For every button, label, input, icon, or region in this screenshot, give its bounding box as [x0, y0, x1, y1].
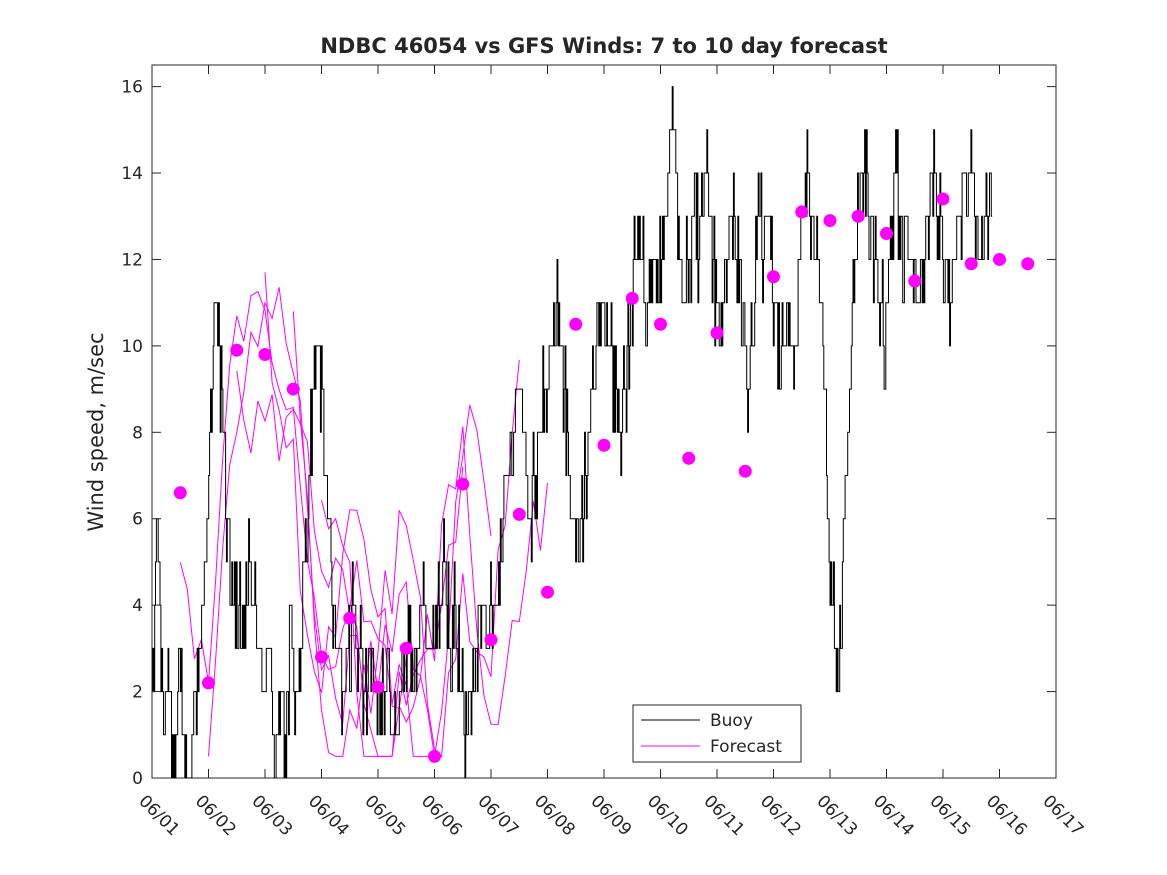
legend-box [632, 704, 802, 763]
x-tick-label: 06/07 [473, 791, 522, 840]
x-tick-label: 06/11 [699, 791, 748, 840]
forecast-marker [371, 680, 385, 694]
forecast-marker [738, 464, 752, 478]
x-tick-label: 06/12 [756, 791, 805, 840]
forecast-marker [767, 270, 780, 284]
y-axis-label: Wind speed, m/sec [84, 332, 108, 531]
x-tick-label: 06/09 [586, 791, 635, 840]
forecast-marker [512, 507, 526, 521]
x-tick-label: 06/06 [417, 791, 466, 840]
y-tick-label: 2 [132, 683, 143, 703]
x-tick-label: 06/01 [134, 791, 183, 840]
forecast-run-line [179, 290, 407, 709]
x-tick-label: 06/08 [530, 791, 579, 840]
legend: Buoy Forecast [632, 704, 802, 763]
forecast-marker [202, 676, 215, 690]
x-tick-label: 06/04 [304, 791, 353, 840]
x-tick-label: 06/15 [925, 791, 974, 840]
legend-buoy-label: Buoy [710, 711, 753, 731]
x-tick-label: 06/02 [191, 791, 240, 840]
forecast-marker [173, 486, 187, 500]
y-tick-label: 12 [121, 250, 143, 270]
y-tick-label: 14 [121, 164, 143, 184]
y-tick-label: 0 [132, 769, 143, 789]
forecast-marker [795, 205, 809, 219]
forecast-marker [541, 585, 554, 599]
forecast-marker [625, 291, 639, 305]
forecast-marker [399, 641, 413, 655]
x-tick-label: 06/17 [1038, 791, 1087, 840]
y-tick-label: 4 [132, 596, 143, 616]
forecast-marker [286, 382, 300, 396]
forecast-marker [936, 192, 950, 206]
forecast-markers [173, 192, 1035, 763]
plot-area: 06/01 06/02 06/03 06/04 06/05 06/06 06/07 06/08… [121, 64, 1087, 840]
forecast-marker [1021, 257, 1035, 271]
x-tick-label: 06/05 [360, 791, 409, 840]
x-tick-label: 06/13 [812, 791, 861, 840]
x-tick-label: 06/10 [643, 791, 692, 840]
forecast-marker [908, 274, 922, 288]
forecast-marker [654, 317, 667, 331]
forecast-marker [456, 477, 470, 491]
y-tick-label: 16 [121, 78, 143, 98]
forecast-marker [569, 317, 583, 331]
forecast-marker [964, 257, 978, 271]
x-tick-label: 06/16 [982, 791, 1031, 840]
plot-frame [151, 64, 1057, 779]
forecast-marker [230, 343, 244, 357]
forecast-marker [880, 227, 893, 241]
y-tick-label: 10 [121, 337, 143, 357]
chart-title: NDBC 46054 vs GFS Winds: 7 to 10 day for… [320, 34, 887, 58]
forecast-marker [428, 749, 441, 763]
legend-forecast-label: Forecast [710, 737, 782, 757]
forecast-marker [682, 451, 696, 465]
x-tick-label: 06/03 [247, 791, 296, 840]
forecast-run-line [208, 287, 435, 757]
forecast-marker [343, 611, 357, 625]
y-axis-ticks: 0 2 4 6 8 10 12 14 16 [121, 78, 1056, 789]
forecast-run-line [292, 311, 520, 758]
forecast-marker [258, 348, 272, 362]
y-tick-label: 6 [132, 510, 143, 530]
forecast-marker [710, 326, 724, 340]
forecast-marker [993, 252, 1006, 266]
forecast-marker [315, 650, 328, 664]
forecast-marker [823, 214, 837, 228]
x-tick-label: 06/14 [869, 791, 918, 840]
forecast-run-line [321, 426, 548, 757]
buoy-series-line [152, 86, 993, 779]
forecast-marker [851, 209, 865, 223]
y-tick-label: 8 [132, 423, 143, 443]
buoy-line [152, 86, 993, 779]
forecast-marker [597, 438, 611, 452]
forecast-marker [484, 633, 498, 647]
